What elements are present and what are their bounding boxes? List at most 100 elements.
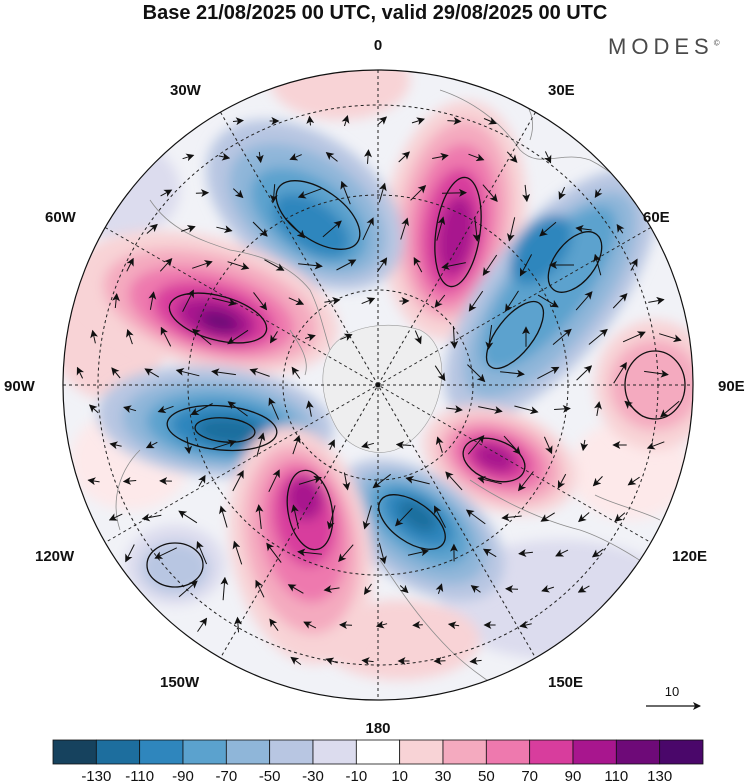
wind-vector: [407, 548, 429, 557]
wind-vector: [414, 330, 422, 345]
wind-vector: [126, 257, 134, 272]
colorbar-tick-label: -110: [125, 768, 154, 783]
wind-vector: [543, 436, 553, 455]
lon-label-150e: 150E: [548, 674, 583, 691]
wind-vector: [400, 217, 410, 240]
wind-vector: [575, 291, 593, 311]
wind-vector: [519, 254, 533, 277]
colorbar-swatch: [615, 739, 661, 765]
wind-vector: [411, 117, 425, 126]
wind-vector: [659, 333, 682, 343]
wind-vector: [540, 512, 555, 522]
wind-vector: [577, 585, 590, 593]
wind-vector: [184, 436, 193, 455]
wind-vector: [90, 329, 99, 344]
wind-vector: [232, 117, 244, 126]
colorbar-tick-label: 130: [647, 768, 672, 783]
wind-vector: [436, 216, 446, 241]
wind-vector: [624, 400, 644, 417]
map-border: [62, 69, 694, 701]
lon-label-180: 180: [365, 720, 390, 737]
wind-vector: [506, 217, 516, 242]
wind-vector: [148, 291, 157, 310]
wind-vector: [305, 400, 314, 417]
wind-vector: [434, 365, 446, 382]
wind-vector: [378, 182, 387, 203]
reference-vector-label: 10: [665, 684, 679, 699]
wind-vector: [447, 116, 462, 125]
wind-vector: [501, 513, 522, 522]
wind-vector: [364, 149, 372, 164]
wind-vector: [660, 400, 680, 418]
circulation-contours: [146, 176, 686, 588]
wind-vector: [376, 257, 388, 273]
wind-vector: [252, 221, 268, 237]
wind-vector: [504, 290, 519, 312]
colorbar-tick-label: 10: [391, 768, 408, 783]
wind-vector: [195, 189, 210, 198]
wind-vector: [182, 289, 194, 312]
wind-vector: [232, 470, 244, 492]
wind-vector: [412, 620, 423, 629]
wind-vector: [544, 151, 552, 164]
wind-vector: [323, 585, 340, 594]
wind-vector: [255, 579, 265, 598]
wind-vector: [554, 404, 571, 413]
lon-label-60w: 60W: [45, 209, 77, 226]
wind-vector: [324, 296, 341, 305]
wind-vector: [212, 297, 237, 307]
wind-vector: [192, 328, 212, 346]
wind-vector: [558, 186, 566, 200]
wind-vector: [304, 333, 316, 342]
wind-vector: [88, 404, 99, 414]
wind-vector: [518, 549, 533, 557]
wind-vector: [298, 475, 322, 485]
wind-vector: [232, 540, 243, 565]
wind-vector: [123, 405, 137, 414]
colorbar-swatch: [225, 739, 271, 765]
wind-vector: [87, 477, 100, 486]
colorbar-tick-label: 70: [521, 768, 538, 783]
wind-vector: [197, 617, 208, 632]
colorbar-tick-label: -130: [81, 768, 111, 783]
wind-vector: [413, 257, 423, 273]
colorbar-swatch: [399, 739, 444, 765]
wind-vector: [557, 473, 567, 489]
wind-vector: [154, 547, 178, 559]
wind-vector: [325, 151, 338, 162]
lon-label-120w: 120W: [35, 548, 75, 565]
colorbar-swatch: [95, 739, 141, 765]
wind-vector: [593, 253, 602, 276]
lon-label-30e: 30E: [548, 82, 575, 99]
lon-label-120e: 120E: [672, 548, 707, 565]
wind-vector: [503, 435, 521, 455]
wind-vector: [126, 328, 134, 345]
anomaly-positive-southeast: [422, 405, 578, 515]
wind-vector: [287, 220, 306, 239]
wind-vector: [157, 405, 174, 414]
colorbar-swatch: [52, 739, 97, 765]
wind-vector: [178, 580, 198, 598]
lon-label-150w: 150W: [160, 674, 200, 691]
wind-vector: [594, 188, 603, 199]
colorbar-swatch: [269, 739, 314, 765]
lon-label-30w: 30W: [170, 82, 202, 99]
wind-vector: [477, 475, 502, 485]
wind-vector: [467, 435, 485, 455]
wind-vector: [289, 152, 302, 161]
colorbar-tick-label: 50: [478, 768, 495, 783]
wind-vector: [125, 544, 135, 563]
colorbar-swatch: [572, 739, 617, 765]
wind-vector: [76, 366, 85, 379]
reference-vector: 10: [646, 684, 701, 710]
wind-vector: [145, 440, 158, 449]
wind-vector: [268, 469, 280, 493]
wind-vector: [468, 153, 485, 162]
wind-vector: [441, 188, 467, 197]
wind-vector: [198, 474, 206, 487]
wind-vector: [181, 225, 196, 233]
wind-vector: [630, 258, 638, 271]
wind-vector: [288, 297, 305, 306]
lon-label-90w: 90W: [4, 378, 36, 395]
wind-vector: [218, 152, 231, 161]
